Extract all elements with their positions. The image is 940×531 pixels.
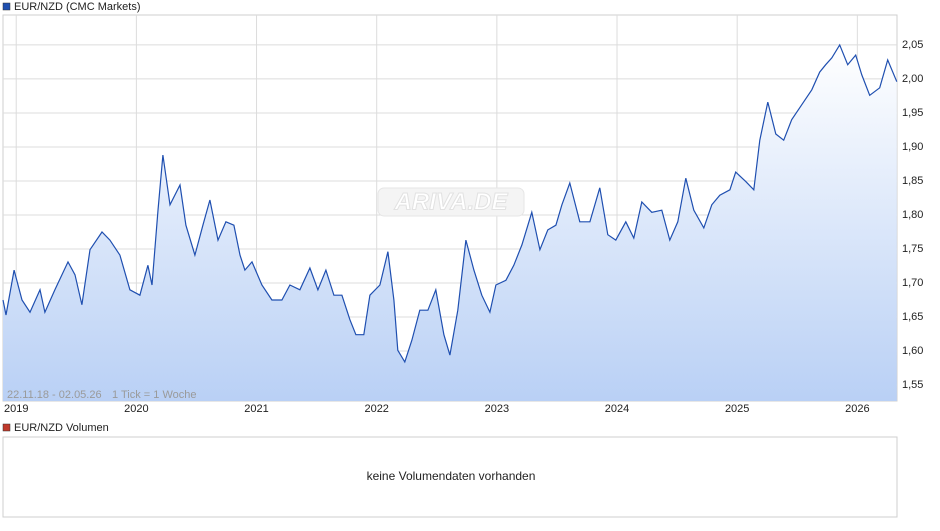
volume-message: keine Volumendaten vorhanden [367,469,536,483]
y-tick-label: 1,60 [902,345,923,357]
y-tick-label: 2,00 [902,73,923,85]
volume-frame [2,436,898,518]
y-tick-label: 1,65 [902,311,923,323]
x-tick-label: 2022 [364,403,388,415]
y-tick-label: 1,75 [902,243,923,255]
price-line [2,43,898,364]
x-tick-label: 2021 [244,403,268,415]
watermark: ARIVA.DE [394,188,509,215]
watermark-box [377,187,525,217]
y-tick-label: 1,70 [902,277,923,289]
x-tick-label: 2026 [845,403,869,415]
y-tick-label: 1,55 [902,379,923,391]
tick-info: 1 Tick = 1 Woche [112,389,196,401]
data-layer [2,43,898,402]
y-tick-label: 2,05 [902,39,923,51]
legend-swatch [2,423,11,432]
y-tick-label: 1,80 [902,209,923,221]
x-tick-label: 2020 [124,403,148,415]
y-tick-label: 1,90 [902,141,923,153]
y-tick-label: 1,95 [902,107,923,119]
legend-label: EUR/NZD Volumen [14,422,109,434]
x-tick-label: 2025 [725,403,749,415]
area-fill [3,44,897,402]
range-label: 22.11.18 - 02.05.26 [7,389,102,401]
x-tick-label: 2023 [485,403,509,415]
y-tick-label: 1,85 [902,175,923,187]
legend-label: EUR/NZD (CMC Markets) [14,1,141,13]
x-tick-label: 2019 [4,403,28,415]
x-tick-label: 2024 [605,403,629,415]
legend-swatch [2,2,11,11]
